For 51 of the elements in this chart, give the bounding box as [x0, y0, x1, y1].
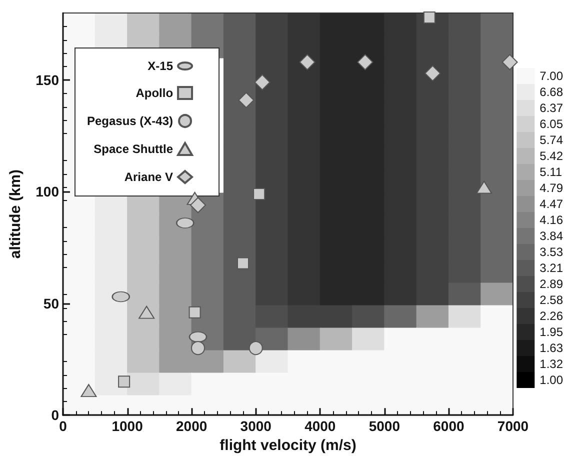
legend-label: Pegasus (X-43) — [86, 114, 174, 128]
point — [238, 92, 254, 108]
y-tick-label: 100 — [36, 184, 60, 200]
x-tick-label: 1000 — [112, 418, 144, 434]
x-tick-label: 5000 — [368, 418, 400, 434]
x-axis-title: flight velocity (m/s) — [220, 437, 356, 454]
point — [237, 257, 249, 270]
color-bar-label: 1.63 — [540, 341, 564, 355]
color-bar-label: 1.95 — [540, 325, 564, 339]
point — [191, 341, 205, 356]
color-bar-label: 5.74 — [540, 133, 564, 147]
y-tick-label: 0 — [51, 407, 60, 424]
color-bar-label: 3.53 — [540, 245, 564, 259]
color-bar-label: 3.21 — [540, 261, 564, 275]
legend-label: Space Shuttle — [94, 142, 174, 156]
color-bar-label: 4.16 — [540, 213, 564, 227]
x-tick-label: 6000 — [433, 418, 464, 434]
x-tick-label: 7000 — [497, 418, 529, 434]
point — [476, 180, 492, 194]
legend-label: Ariane V — [124, 170, 174, 184]
y-axis-title: altitude (km) — [7, 169, 24, 259]
point — [253, 188, 266, 200]
point — [248, 341, 263, 356]
legend-label: Apollo — [136, 86, 174, 100]
color-bar-label: 7.00 — [540, 69, 564, 83]
point — [188, 306, 201, 318]
color-bar-label: 4.79 — [540, 181, 564, 195]
y-tick-label: 50 — [43, 295, 60, 312]
point — [423, 11, 436, 24]
color-bar-label: 2.58 — [540, 293, 564, 307]
x-tick-label: 2000 — [176, 418, 208, 434]
color-bar-label: 5.42 — [540, 149, 564, 163]
color-bar-label: 3.84 — [540, 229, 564, 243]
color-bar-label: 1.32 — [540, 357, 564, 371]
legend-label: X-15 — [148, 59, 174, 73]
point — [190, 197, 206, 214]
point — [80, 384, 97, 398]
point — [118, 376, 130, 388]
x-tick-label: 3000 — [240, 418, 272, 434]
color-bar-label: 1.00 — [540, 373, 564, 387]
color-bar-label: 4.47 — [540, 197, 564, 211]
color-bar-label: 6.37 — [540, 101, 564, 115]
y-tick-label: 150 — [36, 72, 60, 88]
point — [254, 74, 270, 90]
color-bar-label: 6.05 — [540, 117, 564, 131]
x-tick-label: 4000 — [304, 418, 336, 434]
color-bar-label: 5.11 — [540, 165, 562, 179]
point — [502, 54, 518, 70]
color-bar-label: 2.89 — [540, 277, 564, 291]
color-bar-label: 2.26 — [540, 309, 564, 323]
color-bar-label: 6.68 — [540, 85, 564, 99]
